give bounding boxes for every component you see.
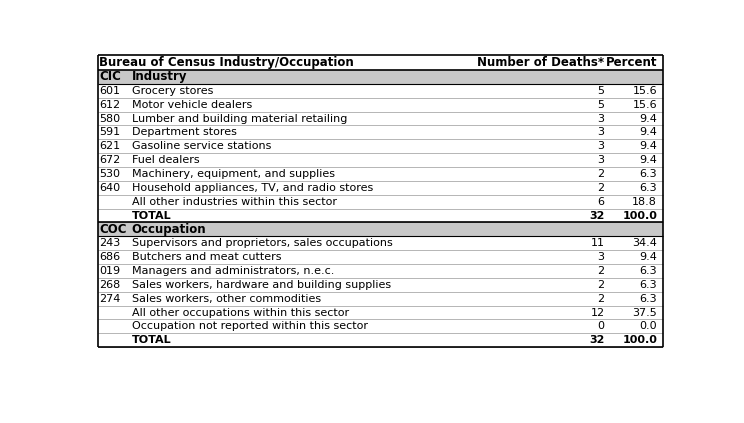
Text: 100.0: 100.0 — [622, 335, 657, 345]
Text: Fuel dealers: Fuel dealers — [132, 155, 199, 165]
Text: 3: 3 — [597, 127, 605, 137]
Text: 5: 5 — [597, 100, 605, 110]
Text: 9.4: 9.4 — [639, 113, 657, 124]
Text: Sales workers, hardware and building supplies: Sales workers, hardware and building sup… — [132, 280, 391, 290]
Text: Sales workers, other commodities: Sales workers, other commodities — [132, 294, 321, 304]
Text: 9.4: 9.4 — [639, 127, 657, 137]
Text: 6.3: 6.3 — [640, 183, 657, 193]
Text: 37.5: 37.5 — [632, 308, 657, 318]
Text: 640: 640 — [99, 183, 121, 193]
Text: 2: 2 — [597, 280, 605, 290]
Text: 243: 243 — [99, 238, 121, 248]
Text: 15.6: 15.6 — [632, 86, 657, 96]
Bar — [97, 250, 663, 264]
Text: 2: 2 — [597, 183, 605, 193]
Bar — [97, 209, 663, 222]
Text: 11: 11 — [591, 238, 605, 248]
Text: 6.3: 6.3 — [640, 266, 657, 276]
Bar — [97, 70, 663, 84]
Text: Industry: Industry — [132, 71, 187, 83]
Text: 3: 3 — [597, 141, 605, 151]
Text: 9.4: 9.4 — [639, 252, 657, 262]
Text: Machinery, equipment, and supplies: Machinery, equipment, and supplies — [132, 169, 335, 179]
Text: 5: 5 — [597, 86, 605, 96]
Text: CIC: CIC — [99, 71, 121, 83]
Bar — [97, 181, 663, 195]
Text: 3: 3 — [597, 252, 605, 262]
Text: 0.0: 0.0 — [640, 321, 657, 331]
Text: 621: 621 — [99, 141, 121, 151]
Bar — [97, 319, 663, 333]
Text: 672: 672 — [99, 155, 121, 165]
Text: Household appliances, TV, and radio stores: Household appliances, TV, and radio stor… — [132, 183, 373, 193]
Text: Butchers and meat cutters: Butchers and meat cutters — [132, 252, 281, 262]
Bar — [97, 153, 663, 167]
Text: 530: 530 — [99, 169, 121, 179]
Text: 34.4: 34.4 — [632, 238, 657, 248]
Text: Number of Deaths*: Number of Deaths* — [478, 56, 605, 69]
Text: 15.6: 15.6 — [632, 100, 657, 110]
Text: 686: 686 — [99, 252, 121, 262]
Text: 3: 3 — [597, 155, 605, 165]
Text: 6.3: 6.3 — [640, 169, 657, 179]
Text: 0: 0 — [597, 321, 605, 331]
Text: 9.4: 9.4 — [639, 155, 657, 165]
Text: 591: 591 — [99, 127, 121, 137]
Bar — [97, 306, 663, 319]
Text: Percent: Percent — [606, 56, 657, 69]
Text: 9.4: 9.4 — [639, 141, 657, 151]
Text: Motor vehicle dealers: Motor vehicle dealers — [132, 100, 252, 110]
Text: All other occupations within this sector: All other occupations within this sector — [132, 308, 349, 318]
Text: 6.3: 6.3 — [640, 294, 657, 304]
Bar — [97, 333, 663, 347]
Text: Occupation: Occupation — [132, 223, 206, 236]
Bar — [97, 126, 663, 139]
Bar — [97, 55, 663, 70]
Text: 2: 2 — [597, 266, 605, 276]
Text: Occupation not reported within this sector: Occupation not reported within this sect… — [132, 321, 368, 331]
Text: 6: 6 — [597, 197, 605, 207]
Bar — [97, 264, 663, 278]
Text: Lumber and building material retailing: Lumber and building material retailing — [132, 113, 347, 124]
Bar — [97, 98, 663, 112]
Text: COC: COC — [99, 223, 126, 236]
Text: 18.8: 18.8 — [632, 197, 657, 207]
Bar — [97, 278, 663, 292]
Text: Grocery stores: Grocery stores — [132, 86, 213, 96]
Text: Managers and administrators, n.e.c.: Managers and administrators, n.e.c. — [132, 266, 334, 276]
Bar — [97, 292, 663, 306]
Text: 12: 12 — [591, 308, 605, 318]
Text: 612: 612 — [99, 100, 121, 110]
Bar — [97, 236, 663, 250]
Text: 3: 3 — [597, 113, 605, 124]
Bar — [97, 195, 663, 209]
Text: 268: 268 — [99, 280, 121, 290]
Text: 580: 580 — [99, 113, 121, 124]
Bar — [97, 139, 663, 153]
Text: 32: 32 — [589, 335, 605, 345]
Text: 32: 32 — [589, 211, 605, 220]
Bar — [97, 84, 663, 98]
Text: 2: 2 — [597, 294, 605, 304]
Bar — [97, 167, 663, 181]
Text: 6.3: 6.3 — [640, 280, 657, 290]
Text: 019: 019 — [99, 266, 121, 276]
Text: 601: 601 — [99, 86, 121, 96]
Text: 274: 274 — [99, 294, 121, 304]
Bar — [97, 222, 663, 236]
Text: 100.0: 100.0 — [622, 211, 657, 220]
Text: TOTAL: TOTAL — [132, 335, 171, 345]
Text: Supervisors and proprietors, sales occupations: Supervisors and proprietors, sales occup… — [132, 238, 393, 248]
Text: Gasoline service stations: Gasoline service stations — [132, 141, 271, 151]
Text: 2: 2 — [597, 169, 605, 179]
Text: TOTAL: TOTAL — [132, 211, 171, 220]
Text: All other industries within this sector: All other industries within this sector — [132, 197, 337, 207]
Text: Department stores: Department stores — [132, 127, 237, 137]
Bar — [97, 112, 663, 126]
Text: Bureau of Census Industry/Occupation: Bureau of Census Industry/Occupation — [99, 56, 354, 69]
